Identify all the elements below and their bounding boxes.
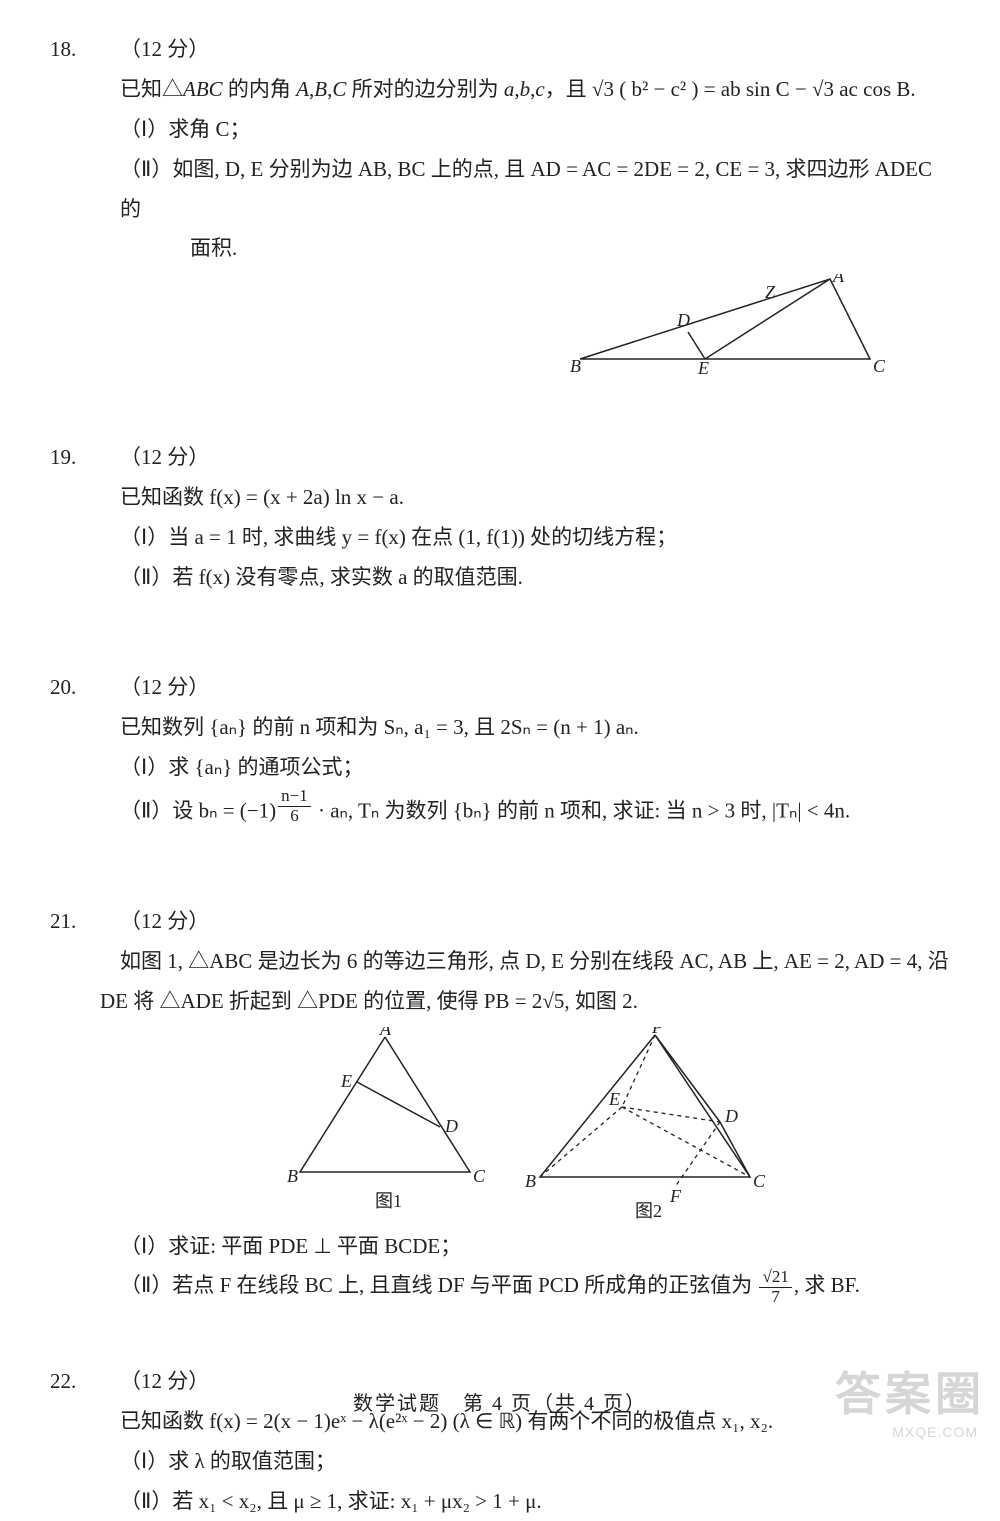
t: 已知△ [120,77,183,101]
t: 的内角 [223,77,297,101]
t: B [314,77,327,101]
svg-text:P: P [651,1027,663,1037]
q18-statement: 已知△ABC 的内角 A,B,C 所对的边分别为 a,b,c，且 √3 ( b²… [50,70,950,110]
q20-part1: （Ⅰ）求 {aₙ} 的通项公式； [50,748,950,788]
d: 7 [759,1288,791,1307]
q18-part1: （Ⅰ）求角 C； [50,110,950,150]
q19-part2: （Ⅱ）若 f(x) 没有零点, 求实数 a 的取值范围. [50,558,950,598]
svg-text:D: D [444,1116,458,1136]
question-18: 18. （12 分） 已知△ABC 的内角 A,B,C 所对的边分别为 a,b,… [50,30,950,388]
fig1-caption: 图1 [375,1191,402,1211]
svg-text:B: B [287,1166,298,1186]
q21-figures: A B C E D 图1 [50,1027,950,1222]
q21-l2: DE 将 △ADE 折起到 △PDE 的位置, 使得 PB = 2√5, 如图 … [50,982,950,1022]
q18-number: 18. [50,30,120,70]
q18-points: （12 分） [120,30,209,70]
label-E: E [697,358,709,374]
q19-points: （12 分） [120,438,209,478]
question-20: 20. （12 分） 已知数列 {aₙ} 的前 n 项和为 Sₙ, a₁ = 3… [50,668,950,832]
t: （Ⅱ）设 bₙ = (−1) [120,799,276,823]
num: 18. [50,37,76,61]
q21-part1: （Ⅰ）求证: 平面 PDE ⊥ 平面 BCDE； [50,1227,950,1267]
watermark-sub: MXQE.COM [892,1419,978,1446]
q21-svg: A B C E D 图1 [225,1027,775,1222]
t: ，且 √3 ( b² − c² ) = ab sin C − √3 ac cos… [545,77,916,101]
t: ABC [183,77,223,101]
svg-text:F: F [669,1186,682,1206]
fig2-caption: 图2 [635,1201,662,1221]
label-B: B [570,356,581,374]
q21-points: （12 分） [120,902,209,942]
label-A: A [832,274,845,286]
page-footer: 数学试题 第 4 页（共 4 页） [0,1385,1000,1423]
question-19: 19. （12 分） 已知函数 f(x) = (x + 2a) ln x − a… [50,438,950,598]
t: , 求 BF. [794,1273,860,1297]
svg-text:A: A [379,1027,392,1039]
label-C: C [873,356,886,374]
t: 所对的边分别为 [346,77,504,101]
q19-part1: （Ⅰ）当 a = 1 时, 求曲线 y = f(x) 在点 (1, f(1)) … [50,518,950,558]
q21-l1: 如图 1, △ABC 是边长为 6 的等边三角形, 点 D, E 分别在线段 A… [50,942,950,982]
svg-text:B: B [525,1171,536,1191]
q19-statement: 已知函数 f(x) = (x + 2a) ln x − a. [50,478,950,518]
q19-number: 19. [50,438,120,478]
svg-text:E: E [608,1089,620,1109]
q18-part2b: 面积. [50,229,950,269]
t: （Ⅱ）若点 F 在线段 BC 上, 且直线 DF 与平面 PCD 所成角的正弦值… [120,1273,757,1297]
q21-number: 21. [50,902,120,942]
t: A [296,77,309,101]
t: · aₙ, Tₙ 为数列 {bₙ} 的前 n 项和, 求证: 当 n > 3 时… [313,799,850,823]
svg-text:C: C [473,1166,486,1186]
question-21: 21. （12 分） 如图 1, △ABC 是边长为 6 的等边三角形, 点 D… [50,902,950,1307]
svg-text:E: E [340,1071,352,1091]
frac: √217 [757,1268,793,1306]
n: √21 [759,1268,791,1288]
t: a [504,77,515,101]
q20-number: 20. [50,668,120,708]
q20-part2: （Ⅱ）设 bₙ = (−1)n−16 · aₙ, Tₙ 为数列 {bₙ} 的前 … [50,787,950,831]
q18-svg: A B C D E Z [570,274,890,374]
q20-statement: 已知数列 {aₙ} 的前 n 项和为 Sₙ, a₁ = 3, 且 2Sₙ = (… [50,708,950,748]
svg-text:C: C [753,1171,766,1191]
q18-figure: A B C D E Z [570,274,950,388]
q22-part2: （Ⅱ）若 x₁ < x₂, 且 μ ≥ 1, 求证: x₁ + μx₂ > 1 … [50,1482,950,1521]
label-Z: Z [765,282,776,302]
t: c [535,77,544,101]
t: b [520,77,531,101]
q21-part2: （Ⅱ）若点 F 在线段 BC 上, 且直线 DF 与平面 PCD 所成角的正弦值… [50,1266,950,1306]
t: C [332,77,346,101]
label-D: D [676,310,690,330]
n: n−1 [278,787,311,807]
q18-part2: （Ⅱ）如图, D, E 分别为边 AB, BC 上的点, 且 AD = AC =… [50,150,950,230]
d: 6 [278,807,311,826]
exp-frac: n−16 [276,787,313,825]
q20-points: （12 分） [120,668,209,708]
svg-text:D: D [724,1106,738,1126]
